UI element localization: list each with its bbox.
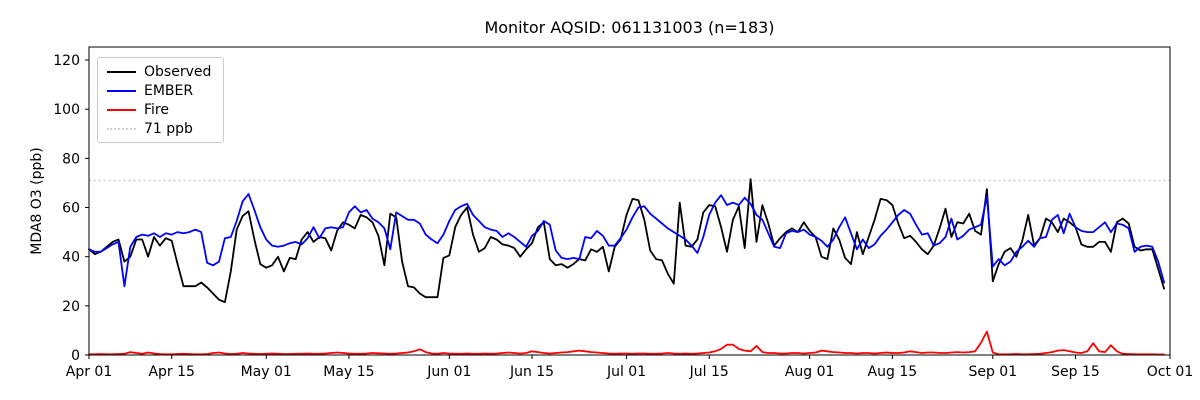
legend-line-swatch [107,108,136,111]
legend-label: 71 ppb [144,120,193,137]
legend-line-swatch [107,70,136,73]
legend: Observed EMBER Fire 71 ppb [97,57,225,143]
fire-line [88,330,1165,356]
x-tick-label: May 01 [241,364,292,380]
y-tick-label: 60 [62,201,80,217]
legend-line-swatch [107,89,136,92]
y-tick-label: 20 [62,299,80,315]
chart-title: Monitor AQSID: 061131003 (n=183) [484,18,775,37]
y-tick-label: 120 [53,53,80,69]
y-tick-label: 80 [62,151,80,167]
legend-label: EMBER [144,82,194,99]
x-tick-label: Jun 15 [509,364,554,380]
x-tick-label: Jun 01 [426,364,471,380]
x-tick-label: Sep 01 [968,364,1017,380]
legend-line-swatch [107,127,136,130]
x-tick-label: Aug 15 [868,364,918,380]
y-tick-label: 100 [53,102,80,118]
y-tick-label: 0 [71,348,80,364]
plot-frame [88,46,1171,356]
legend-label: Observed [144,63,212,80]
y-tick-label: 40 [62,250,80,266]
legend-item-fire: Fire [107,100,211,119]
y-axis-label: MDA8 O3 (ppb) [29,147,45,255]
x-tick-label: Apr 01 [66,364,112,380]
legend-item-71-ppb: 71 ppb [107,119,211,138]
x-tick-label: Oct 01 [1147,364,1193,380]
x-tick-label: Apr 15 [148,364,194,380]
legend-item-ember: EMBER [107,81,211,100]
x-tick-label: May 15 [323,364,374,380]
x-tick-label: Jul 15 [689,364,729,380]
legend-label: Fire [144,101,169,118]
x-tick-label: Jul 01 [606,364,646,380]
x-tick-label: Aug 01 [785,364,835,380]
x-tick-label: Sep 15 [1051,364,1100,380]
ember-line [88,193,1165,288]
legend-item-observed: Observed [107,62,211,81]
